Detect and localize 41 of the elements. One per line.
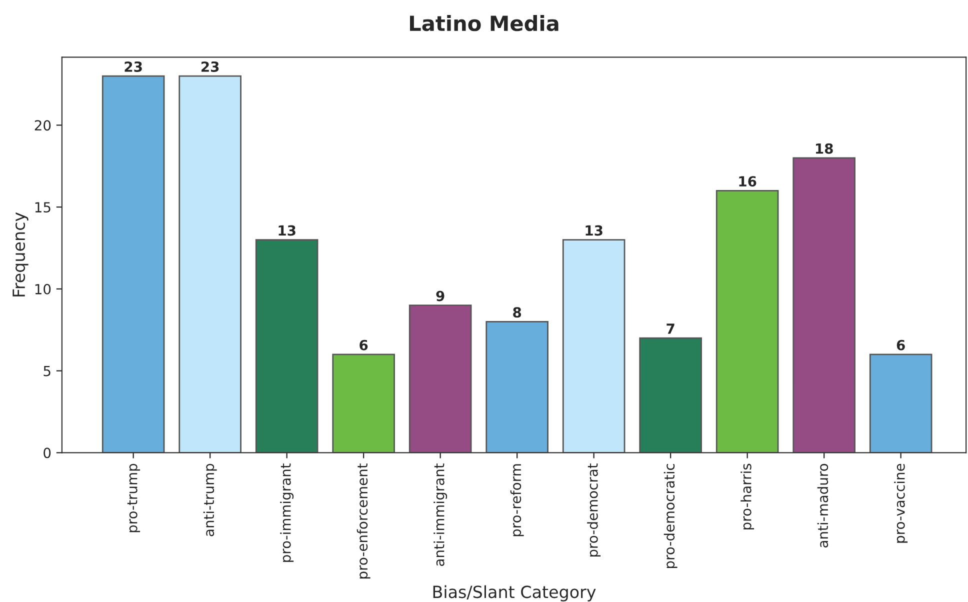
x-tick-label: anti-maduro [817,464,828,548]
bar [102,75,165,453]
bar [639,337,702,453]
bar [408,304,472,453]
data-label: 8 [513,307,522,318]
data-label: 6 [360,340,368,350]
chart-title: Latino Media [410,15,558,32]
data-label: 6 [896,340,905,350]
x-tick-label: anti-immigrant [434,463,448,566]
x-tick-label: pro-democrat [587,463,601,557]
y-tick-label: 0 [44,448,51,458]
x-tick-label: pro-democratic [664,464,678,568]
bar [792,157,856,453]
x-tick-label: anti-trump [203,464,217,536]
x-tick-label: pro-enforcement [356,463,370,578]
y-tick-label: 10 [35,284,51,294]
data-label: 23 [124,61,142,72]
x-tick-label: pro-harris [740,464,754,530]
y-tick-label: 5 [44,366,50,376]
data-label: 23 [202,61,219,72]
data-label: 13 [586,225,602,236]
data-label: 9 [436,290,444,302]
data-label: 7 [666,324,674,334]
y-tick-label: 15 [35,202,50,213]
bar [255,239,318,453]
x-tick-label: pro-reform [510,464,524,536]
data-label: 13 [278,225,296,236]
bar [178,75,242,453]
data-label: 18 [816,143,833,154]
y-tick-label: 20 [34,120,51,131]
x-tick-label: pro-vaccine [894,464,908,543]
x-axis-title: Bias/Slant Category [433,585,596,602]
bar [332,354,395,453]
data-label: 16 [739,176,756,187]
x-tick-label: pro-trump [127,464,140,532]
bar [562,239,626,453]
y-axis-title: Frequency [12,212,28,296]
x-tick-label: pro-immigrant [280,463,294,562]
bar [716,190,779,453]
bar [486,320,548,453]
bar [869,354,932,453]
